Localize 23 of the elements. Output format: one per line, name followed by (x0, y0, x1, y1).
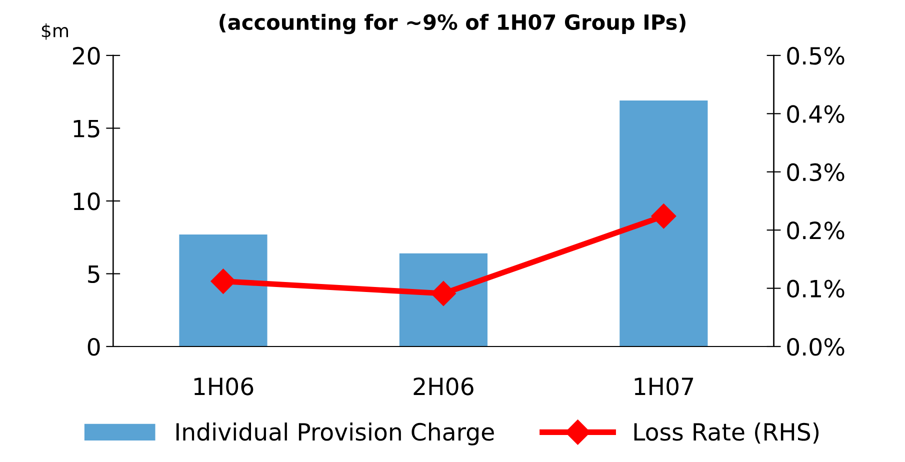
x-tick-label: 2H06 (414, 377, 474, 396)
y2-tick-label: 0.0% (787, 338, 844, 356)
point (210, 268, 236, 294)
y2-tick-label: 0.2% (787, 222, 844, 240)
y2-tick-label: 0.3% (787, 163, 844, 182)
y-tick-label: 5 (88, 265, 100, 284)
y-tick-label: 15 (74, 120, 100, 138)
y2-tick-label: 0.1% (787, 280, 844, 298)
point (651, 204, 676, 229)
y2-tick-label: 0.4% (787, 105, 844, 123)
y-tick-label: 0 (88, 338, 100, 356)
bar (620, 100, 708, 346)
y-tick-label: 10 (74, 192, 100, 210)
chart-title: (accounting for ~9% of 1H07 Group IPs) (220, 14, 686, 34)
y2-tick-label: 0.5% (787, 46, 844, 65)
legend-label: Loss Rate (RHS) (634, 422, 819, 444)
y-axis-title: $m (42, 23, 68, 40)
x-tick-label: 1H06 (194, 377, 254, 396)
x-tick-label: 1H07 (634, 377, 694, 396)
bar (399, 253, 488, 346)
y-tick-label: 20 (73, 46, 100, 65)
legend-label: Individual Provision Charge (176, 422, 494, 446)
bar (179, 234, 268, 346)
